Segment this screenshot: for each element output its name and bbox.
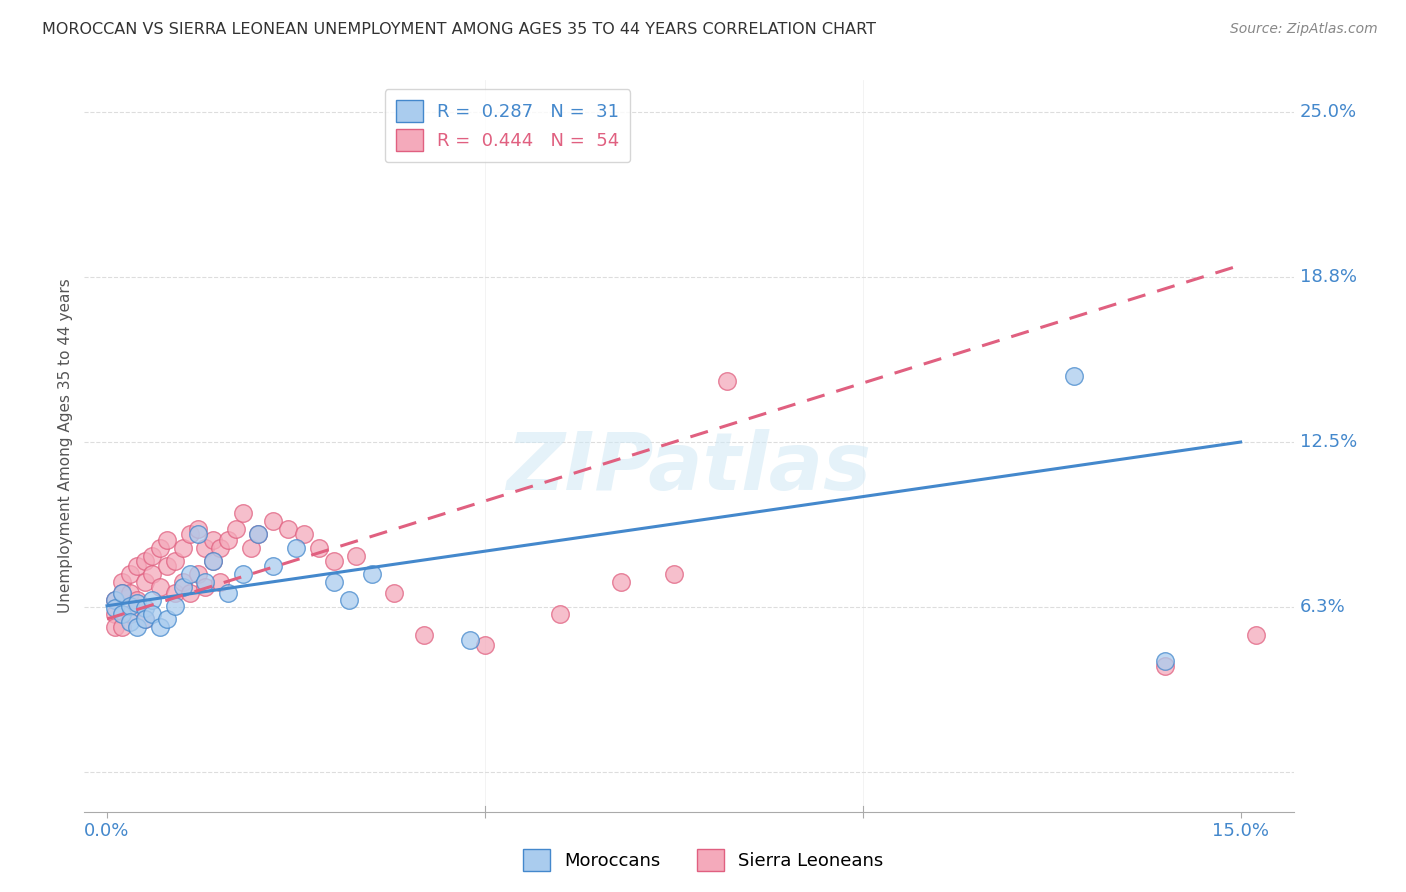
Point — [127, 593, 149, 607]
Point — [346, 549, 368, 563]
Legend: Moroccans, Sierra Leoneans: Moroccans, Sierra Leoneans — [516, 842, 890, 879]
Point — [134, 574, 156, 589]
Point — [284, 541, 308, 555]
Point — [156, 533, 179, 547]
Point — [172, 574, 194, 589]
Point — [118, 615, 141, 629]
Point — [194, 541, 217, 555]
Text: 6.3%: 6.3% — [1299, 598, 1346, 616]
Text: MOROCCAN VS SIERRA LEONEAN UNEMPLOYMENT AMONG AGES 35 TO 44 YEARS CORRELATION CH: MOROCCAN VS SIERRA LEONEAN UNEMPLOYMENT … — [42, 22, 876, 37]
Point — [134, 601, 156, 615]
Point — [104, 607, 127, 621]
Point — [111, 585, 134, 599]
Point — [127, 596, 149, 610]
Point — [194, 574, 217, 589]
Point — [111, 607, 134, 621]
Point — [322, 554, 344, 568]
Point — [716, 374, 738, 388]
Point — [172, 541, 194, 555]
Point — [149, 541, 172, 555]
Point — [149, 580, 172, 594]
Point — [172, 580, 194, 594]
Point — [127, 559, 149, 574]
Point — [187, 527, 209, 541]
Point — [111, 620, 134, 634]
Point — [1154, 659, 1177, 673]
Point — [134, 612, 156, 626]
Point — [141, 549, 163, 563]
Point — [149, 620, 172, 634]
Legend: R =  0.287   N =  31, R =  0.444   N =  54: R = 0.287 N = 31, R = 0.444 N = 54 — [385, 89, 630, 162]
Point — [165, 585, 187, 599]
Point — [104, 593, 127, 607]
Point — [165, 554, 187, 568]
Point — [209, 541, 232, 555]
Point — [141, 567, 163, 582]
Point — [1063, 369, 1085, 384]
Point — [610, 574, 633, 589]
Point — [232, 506, 254, 520]
Point — [413, 628, 436, 642]
Point — [209, 574, 232, 589]
Point — [104, 593, 127, 607]
Point — [322, 574, 344, 589]
Point — [104, 601, 127, 615]
Point — [474, 639, 496, 653]
Point — [118, 567, 141, 582]
Point — [111, 574, 134, 589]
Point — [104, 620, 127, 634]
Point — [217, 533, 239, 547]
Point — [134, 612, 156, 626]
Point — [194, 580, 217, 594]
Point — [201, 554, 224, 568]
Point — [201, 554, 224, 568]
Point — [262, 514, 284, 528]
Point — [141, 607, 163, 621]
Point — [179, 585, 201, 599]
Point — [308, 541, 330, 555]
Point — [247, 527, 270, 541]
Point — [187, 522, 209, 536]
Point — [550, 607, 572, 621]
Y-axis label: Unemployment Among Ages 35 to 44 years: Unemployment Among Ages 35 to 44 years — [58, 278, 73, 614]
Point — [1244, 628, 1267, 642]
Point — [217, 585, 239, 599]
Point — [382, 585, 405, 599]
Point — [1154, 654, 1177, 668]
Point — [127, 620, 149, 634]
Point — [247, 527, 270, 541]
Point — [239, 541, 262, 555]
Point — [360, 567, 382, 582]
Text: Source: ZipAtlas.com: Source: ZipAtlas.com — [1230, 22, 1378, 37]
Point — [118, 585, 141, 599]
Point — [118, 607, 141, 621]
Point — [225, 522, 247, 536]
Point — [156, 612, 179, 626]
Point — [187, 567, 209, 582]
Text: 12.5%: 12.5% — [1299, 433, 1357, 451]
Point — [141, 593, 163, 607]
Point — [111, 585, 134, 599]
Text: ZIPatlas: ZIPatlas — [506, 429, 872, 507]
Text: 25.0%: 25.0% — [1299, 103, 1357, 121]
Point — [337, 593, 360, 607]
Point — [179, 527, 201, 541]
Point — [156, 559, 179, 574]
Point — [262, 559, 284, 574]
Point — [292, 527, 315, 541]
Point — [165, 599, 187, 613]
Point — [179, 567, 201, 582]
Point — [277, 522, 299, 536]
Point — [662, 567, 685, 582]
Point — [118, 599, 141, 613]
Point — [232, 567, 254, 582]
Text: 18.8%: 18.8% — [1299, 268, 1357, 286]
Point — [458, 633, 481, 648]
Point — [201, 533, 224, 547]
Point — [134, 554, 156, 568]
